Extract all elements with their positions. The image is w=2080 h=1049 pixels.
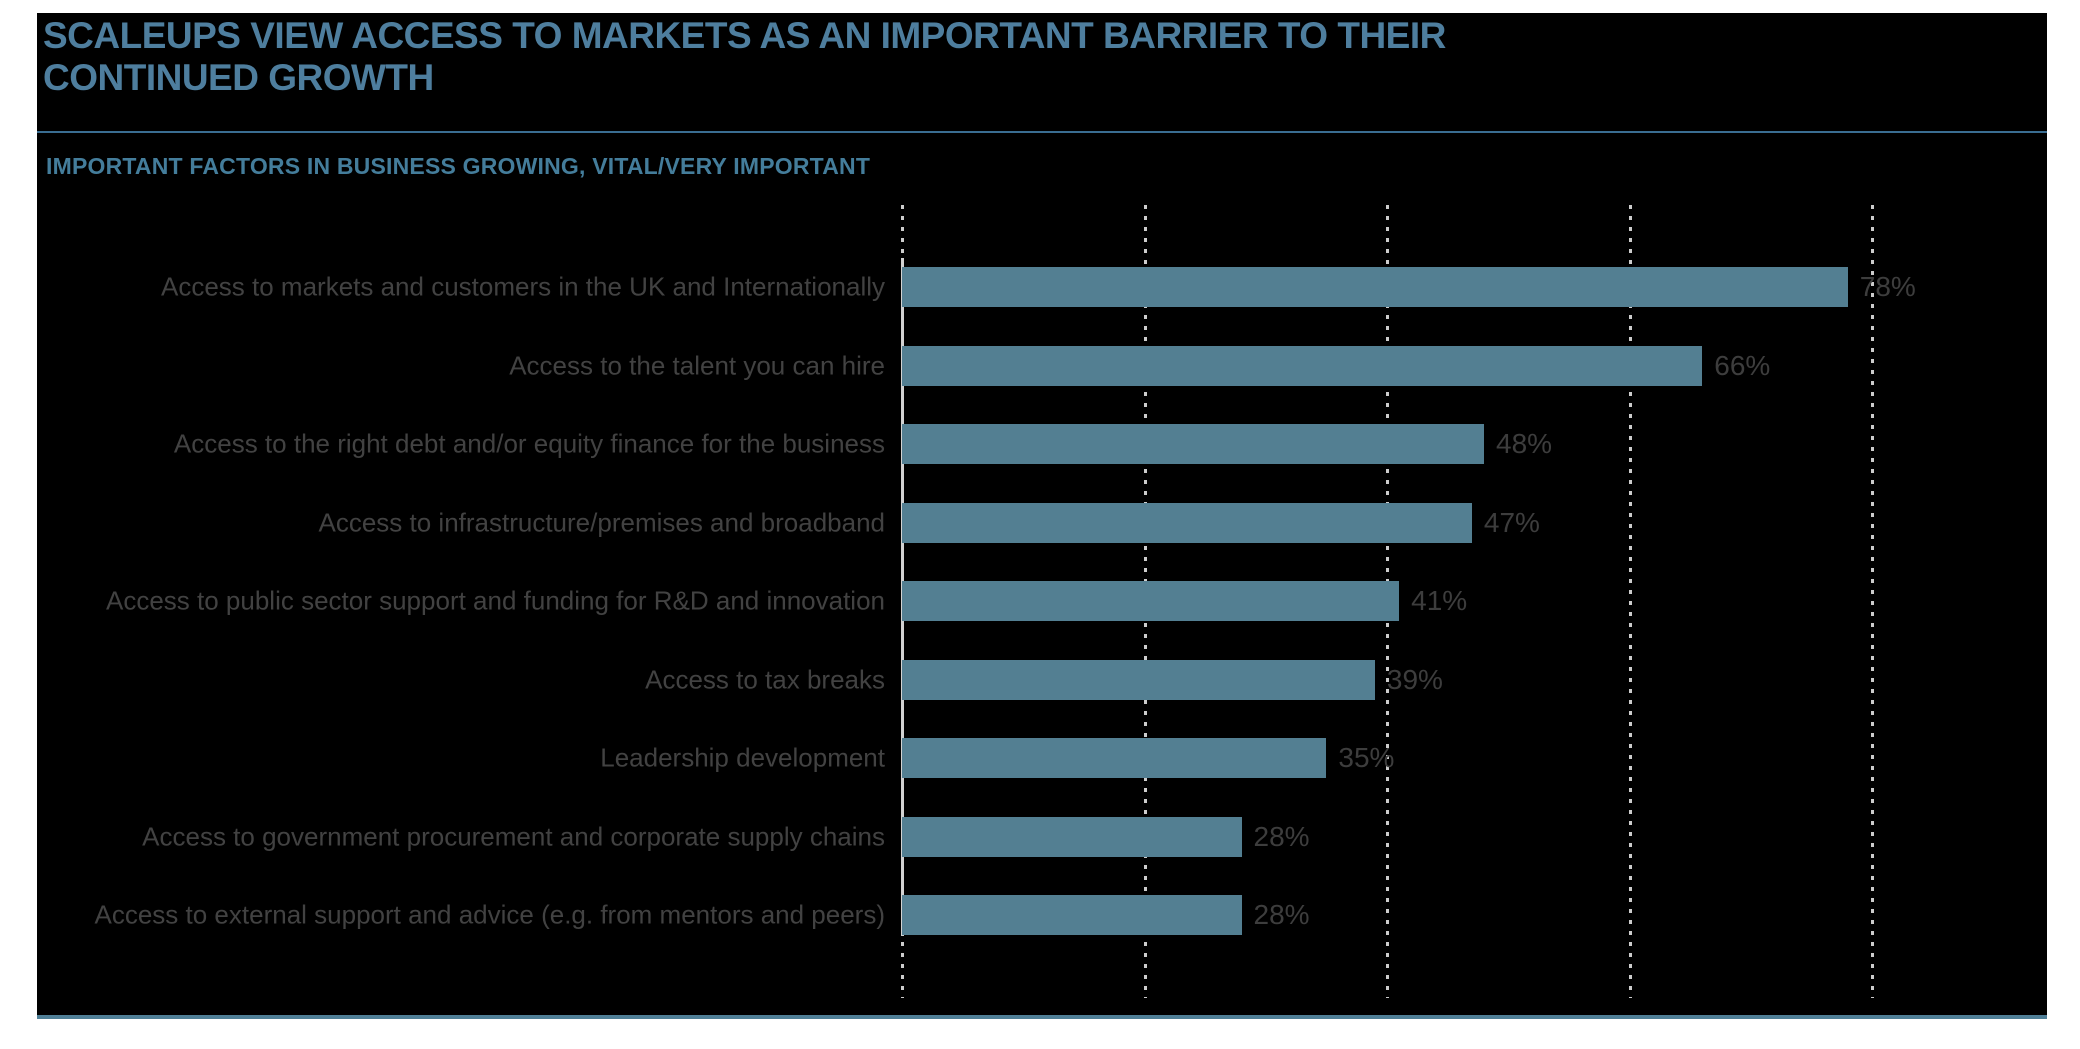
value-label: 48%: [1496, 428, 1553, 459]
bar: [902, 502, 1472, 543]
bar: [902, 895, 1242, 935]
bar-row: Access to the right debt and/or equity f…: [37, 424, 2047, 464]
category-label: Access to markets and customers in the U…: [160, 271, 885, 302]
category-label: Access to external support and advice (e…: [94, 899, 886, 930]
page-title-line1: SCALEUPS VIEW ACCESS TO MARKETS AS AN IM…: [43, 15, 1446, 56]
bar-row: Access to markets and customers in the U…: [37, 267, 2047, 307]
category-label: Access to the talent you can hire: [509, 350, 885, 380]
gridline-80-percent: [1871, 205, 1874, 998]
bar-row: Access to government procurement and cor…: [37, 816, 2047, 857]
bar-row: Leadership development 35%: [37, 738, 2047, 778]
value-label: 41%: [1411, 585, 1468, 616]
page-title-line2: CONTINUED GROWTH: [43, 57, 434, 98]
bar: [902, 267, 1848, 307]
report-panel: SCALEUPS VIEW ACCESS TO MARKETS AS AN IM…: [37, 13, 2047, 1019]
category-label: Leadership development: [600, 742, 885, 773]
category-label: Access to tax breaks: [645, 664, 885, 694]
bar-row: Access to infrastructure/premises and br…: [37, 502, 2047, 543]
category-label: Access to public sector support and fund…: [105, 585, 885, 616]
value-label: 78%: [1859, 271, 1916, 302]
bar: [902, 424, 1484, 464]
value-label: 28%: [1253, 899, 1310, 930]
bar: [902, 581, 1400, 621]
bar-row: Access to the talent you can hire 66%: [37, 345, 2047, 386]
bar-row: Access to external support and advice (e…: [37, 895, 2047, 935]
value-label: 39%: [1386, 663, 1443, 695]
category-label: Access to the right debt and/or equity f…: [173, 428, 885, 459]
value-label: 35%: [1338, 742, 1395, 773]
value-label: 28%: [1253, 820, 1310, 852]
chart-title: IMPORTANT FACTORS IN BUSINESS GROWING, V…: [46, 153, 871, 179]
bar: [902, 659, 1375, 700]
gridline-60-percent: [1628, 205, 1632, 998]
bar: [902, 345, 1703, 386]
bar: [902, 816, 1242, 857]
category-label: Access to infrastructure/premises and br…: [318, 507, 885, 537]
header-divider: [37, 131, 2047, 133]
value-label: 66%: [1714, 349, 1771, 381]
page-title: SCALEUPS VIEW ACCESS TO MARKETS AS AN IM…: [43, 15, 1446, 99]
bar: [902, 738, 1327, 778]
bar-row: Access to public sector support and fund…: [37, 581, 2047, 621]
value-label: 47%: [1483, 506, 1540, 538]
bar-chart: Access to markets and customers in the U…: [37, 13, 2047, 1015]
bar-row: Access to tax breaks 39%: [37, 659, 2047, 700]
category-label: Access to government procurement and cor…: [142, 821, 885, 851]
